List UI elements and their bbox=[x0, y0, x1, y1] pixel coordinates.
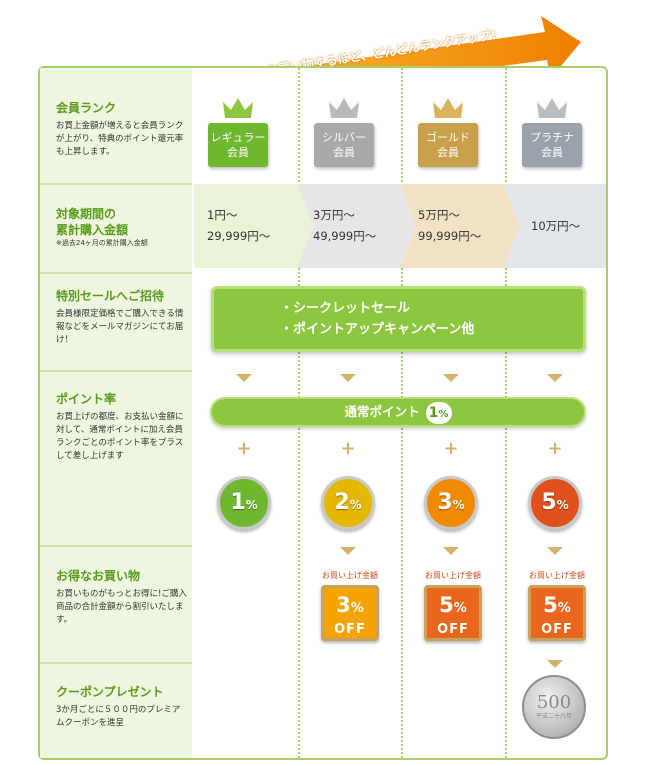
section-coupon: クーポンプレゼント 3か月ごとに５００円のプレミアムクーポンを進呈 bbox=[56, 684, 188, 730]
down-arrow-icon bbox=[547, 660, 563, 668]
row-divider bbox=[40, 662, 192, 664]
section-text: 3か月ごとに５００円のプレミアムクーポンを進呈 bbox=[56, 705, 181, 728]
section-note: ※過去24ヶ月の累計購入金額 bbox=[56, 239, 148, 247]
down-arrow-icon bbox=[443, 547, 459, 555]
section-text: お買上金額が増えると会員ランクが上がり、特典のポイント還元率も上昇します。 bbox=[56, 121, 184, 157]
row-divider bbox=[40, 183, 192, 185]
bonus-point-medal-gold: 3% bbox=[424, 476, 478, 530]
plus-icon: + bbox=[236, 438, 252, 459]
price-range-silver: 3万円〜 49,999円〜 bbox=[313, 208, 377, 243]
crown-icon bbox=[223, 98, 253, 118]
coin-year: 平成二十六年 bbox=[535, 713, 572, 720]
price-range-gold: 5万円〜 99,999円〜 bbox=[418, 208, 482, 243]
down-arrow-icon bbox=[547, 374, 563, 382]
section-title: 対象期間の 累計購入金額 bbox=[56, 207, 129, 237]
section-text: お買上げの都度、お支払い金額に対して、通常ポイントに加え会員ランクごとのポイント… bbox=[56, 412, 184, 461]
row-divider bbox=[40, 272, 192, 274]
section-title: 特別セールへご招待 bbox=[56, 289, 165, 303]
section-text: お買いものがもっとお得に!ご購入商品の合計金額から割引いたします。 bbox=[56, 589, 187, 625]
plus-icon: + bbox=[340, 438, 356, 459]
section-title: クーポンプレゼント bbox=[56, 685, 164, 699]
crown-icon bbox=[433, 98, 463, 118]
sale-item: ・ポイントアップキャンペーン他 bbox=[280, 322, 475, 337]
down-arrow-icon bbox=[443, 374, 459, 382]
section-amount: 対象期間の 累計購入金額 ※過去24ヶ月の累計購入金額 bbox=[56, 206, 188, 249]
discount-badge-gold: 5% OFF bbox=[424, 585, 482, 641]
down-arrow-icon bbox=[236, 374, 252, 382]
normal-point-bar: 通常ポイント 1% bbox=[210, 397, 586, 427]
price-range-regular: 1円〜 29,999円〜 bbox=[207, 208, 271, 243]
bonus-point-medal-silver: 2% bbox=[321, 476, 375, 530]
row-divider bbox=[40, 370, 192, 372]
section-discount: お得なお買い物 お買いものがもっとお得に!ご購入商品の合計金額から割引いたします… bbox=[56, 568, 188, 627]
rank-badge-gold: ゴールド 会員 bbox=[418, 123, 478, 167]
rank-badge-regular: レギュラー 会員 bbox=[208, 123, 268, 167]
crown-icon bbox=[329, 98, 359, 118]
discount-label: お買い上げ金額 bbox=[425, 571, 481, 580]
row-divider bbox=[40, 545, 192, 547]
normal-point-badge: 1% bbox=[425, 401, 452, 424]
plus-icon: + bbox=[443, 438, 459, 459]
discount-badge-silver: 3% OFF bbox=[321, 585, 379, 641]
down-arrow-icon bbox=[340, 547, 356, 555]
discount-label: お買い上げ金額 bbox=[322, 571, 378, 580]
discount-label: お買い上げ金額 bbox=[529, 571, 585, 580]
special-sale-box: ・シークレットセール ・ポイントアップキャンペーン他 bbox=[211, 286, 586, 352]
down-arrow-icon bbox=[340, 374, 356, 382]
rank-badge-silver: シルバー 会員 bbox=[314, 123, 374, 167]
crown-icon bbox=[537, 98, 567, 118]
section-title: 会員ランク bbox=[56, 101, 117, 115]
bonus-point-medal-regular: 1% bbox=[217, 476, 271, 530]
section-point: ポイント率 お買上げの都度、お支払い金額に対して、通常ポイントに加え会員ランクご… bbox=[56, 391, 188, 463]
discount-badge-platinum: 5% OFF bbox=[528, 585, 586, 641]
down-arrow-icon bbox=[547, 547, 563, 555]
normal-point-label: 通常ポイント bbox=[344, 404, 420, 419]
bonus-point-medal-platinum: 5% bbox=[528, 476, 582, 530]
section-sale: 特別セールへご招待 会員様限定価格でご購入できる情報などをメールマガジンにてお届… bbox=[56, 288, 188, 347]
coupon-coin-icon: 500 平成二十六年 bbox=[522, 675, 586, 739]
section-text: 会員様限定価格でご購入できる情報などをメールマガジンにてお届け！ bbox=[56, 309, 184, 345]
section-title: ポイント率 bbox=[56, 392, 117, 406]
rank-badge-platinum: プラチナ 会員 bbox=[522, 123, 582, 167]
section-rank: 会員ランク お買上金額が増えると会員ランクが上がり、特典のポイント還元率も上昇し… bbox=[56, 100, 188, 159]
plus-icon: + bbox=[547, 438, 563, 459]
section-title: お得なお買い物 bbox=[56, 569, 141, 583]
price-range-platinum: 10万円〜 bbox=[531, 219, 581, 233]
sale-item: ・シークレットセール bbox=[280, 301, 411, 316]
coin-value: 500 bbox=[536, 692, 572, 713]
